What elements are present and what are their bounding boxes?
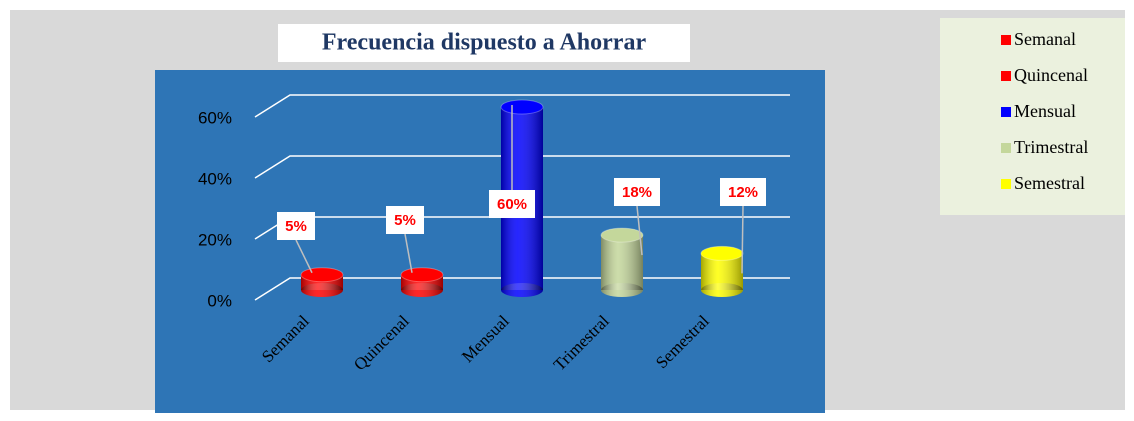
- bar-shade: [601, 235, 643, 290]
- leader-line: [741, 205, 744, 274]
- chart-title: Frecuencia dispuesto a Ahorrar: [322, 30, 647, 56]
- legend-label: Semestral: [1014, 173, 1085, 193]
- data-label: 12%: [728, 184, 758, 201]
- legend-label: Mensual: [1014, 101, 1076, 121]
- legend-swatch: [1001, 35, 1011, 45]
- data-label-box: [614, 178, 660, 206]
- bar-top: [400, 267, 444, 283]
- legend-swatch: [1001, 71, 1011, 81]
- leader-line: [404, 233, 413, 273]
- bar-bottom-shade: [301, 283, 343, 297]
- legend-swatch: [1001, 179, 1011, 189]
- data-label-box: [386, 206, 424, 234]
- legend-swatch: [1001, 107, 1011, 117]
- bar-bottom-shade: [501, 283, 543, 297]
- y-tick-label: 20%: [198, 230, 232, 249]
- bar-top: [700, 245, 744, 261]
- bar-top: [600, 227, 644, 243]
- data-label: 5%: [285, 218, 307, 235]
- y-tick-label: 40%: [198, 169, 232, 188]
- title-box: [278, 24, 690, 62]
- data-label: 18%: [622, 184, 652, 201]
- legend-box: [940, 18, 1125, 215]
- legend-label: Trimestral: [1014, 137, 1088, 157]
- y-tick-label: 60%: [198, 108, 232, 127]
- legend-label: Semanal: [1014, 29, 1076, 49]
- legend-swatch: [1001, 143, 1011, 153]
- data-label: 5%: [394, 212, 416, 229]
- bar-bottom-shade: [601, 283, 643, 297]
- legend-label: Quincenal: [1014, 65, 1088, 85]
- data-label-box: [489, 190, 535, 218]
- plot-area: [155, 70, 825, 413]
- bar-bottom-shade: [701, 283, 743, 297]
- bar-top: [500, 99, 544, 115]
- y-tick-label: 0%: [207, 291, 232, 310]
- bar-bottom-shade: [401, 283, 443, 297]
- bar-top: [300, 267, 344, 283]
- grid-line: [254, 155, 790, 179]
- leader-line: [636, 205, 643, 256]
- data-label-box: [277, 212, 315, 240]
- data-label-box: [720, 178, 766, 206]
- grid-line: [254, 94, 790, 118]
- data-label: 60%: [497, 196, 527, 213]
- leader-line: [295, 239, 313, 274]
